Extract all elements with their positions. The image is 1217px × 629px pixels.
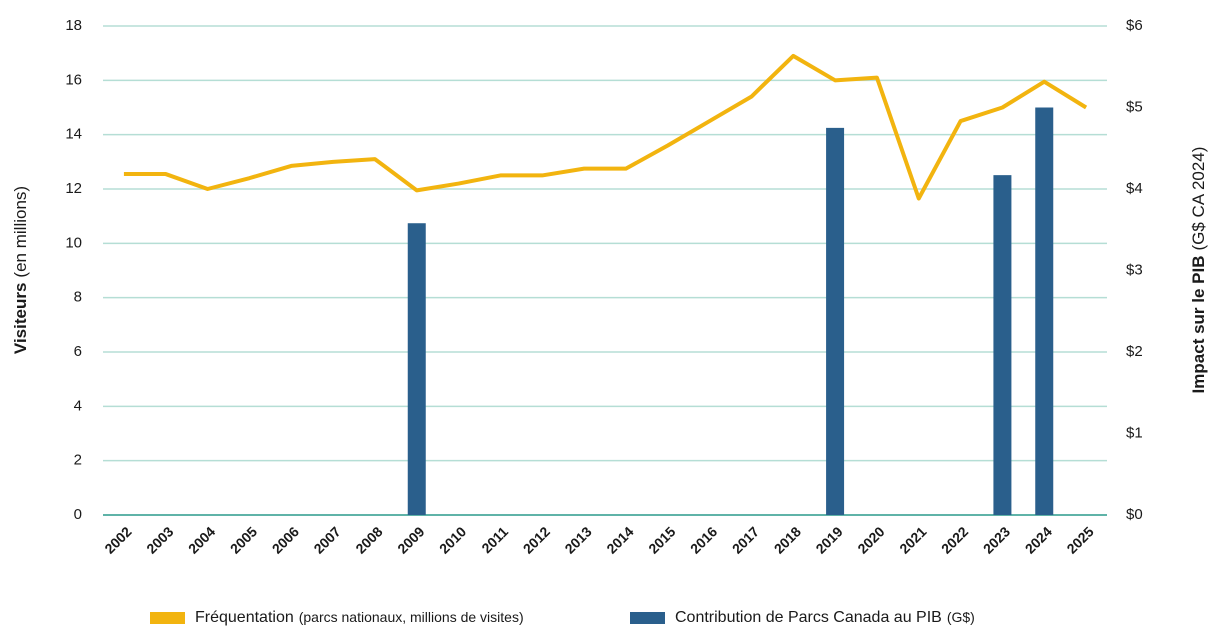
legend-entry: Fréquentation (parcs nationaux, millions … <box>195 609 524 627</box>
x-tick-label: 2018 <box>771 523 804 556</box>
x-tick-label: 2009 <box>394 523 427 556</box>
legend-swatch <box>150 612 185 624</box>
y-tick-label: 2 <box>74 452 82 469</box>
legend-entry: Contribution de Parcs Canada au PIB (G$) <box>675 609 975 627</box>
y2-tick-label: $5 <box>1126 98 1143 115</box>
bar <box>993 175 1012 515</box>
legend-note: (G$) <box>947 609 975 625</box>
y-tick-label: 0 <box>74 506 82 523</box>
y-tick-label: 16 <box>65 71 82 88</box>
legend-note: (parcs nationaux, millions de visites) <box>299 609 524 625</box>
x-tick-label: 2011 <box>478 523 511 556</box>
y2-tick-label: $4 <box>1126 180 1143 197</box>
y2-label-bold: Impact sur le PIB <box>1189 256 1208 394</box>
x-tick-label: 2010 <box>436 523 469 556</box>
x-tick-label: 2021 <box>896 523 929 556</box>
bar <box>1035 107 1054 515</box>
x-tick-label: 2023 <box>980 523 1013 556</box>
legend-name: Fréquentation <box>195 609 294 626</box>
bar <box>407 223 426 516</box>
line <box>123 53 1088 201</box>
x-tick-label: 2003 <box>143 523 176 556</box>
y-tick-label: 18 <box>65 17 82 34</box>
y-label-rest: (en millions) <box>11 186 30 278</box>
x-tick-label: 2016 <box>687 523 720 556</box>
y-tick-label: 6 <box>74 343 82 360</box>
bar <box>826 127 845 515</box>
x-tick-label: 2024 <box>1022 523 1055 556</box>
legend-swatch <box>630 612 665 624</box>
x-tick-label: 2008 <box>352 523 385 556</box>
x-tick-label: 2017 <box>729 523 762 556</box>
y-tick-label: 12 <box>65 180 82 197</box>
y2-tick-label: $1 <box>1126 424 1143 441</box>
x-tick-label: 2007 <box>310 523 343 556</box>
y2-tick-label: $2 <box>1126 343 1143 360</box>
y2-tick-label: $3 <box>1126 261 1143 278</box>
y2-label-rest: (G$ CA 2024) <box>1189 147 1208 251</box>
y-tick-label: 4 <box>74 397 82 414</box>
y2-tick-label: $0 <box>1126 506 1143 523</box>
x-tick-label: 2025 <box>1063 523 1096 556</box>
x-tick-label: 2004 <box>185 523 218 556</box>
legend-name: Contribution de Parcs Canada au PIB <box>675 609 942 626</box>
x-tick-label: 2005 <box>227 523 260 556</box>
x-tick-label: 2020 <box>854 523 887 556</box>
y-tick-label: 10 <box>65 234 82 251</box>
y-axis-label: Visiteurs (en millions) <box>11 186 30 354</box>
x-tick-label: 2014 <box>603 523 636 556</box>
x-tick-label: 2019 <box>812 523 845 556</box>
x-tick-label: 2022 <box>938 523 971 556</box>
y2-tick-label: $6 <box>1126 17 1143 34</box>
y-label-bold: Visiteurs <box>11 283 30 355</box>
x-tick-label: 2013 <box>561 523 594 556</box>
y-tick-label: 14 <box>65 126 82 143</box>
x-tick-label: 2012 <box>520 523 553 556</box>
x-tick-label: 2002 <box>101 523 134 556</box>
x-tick-label: 2006 <box>269 523 302 556</box>
y-tick-label: 8 <box>74 289 82 306</box>
x-tick-label: 2015 <box>645 523 678 556</box>
y2-axis-label: Impact sur le PIB (G$ CA 2024) <box>1189 147 1208 394</box>
